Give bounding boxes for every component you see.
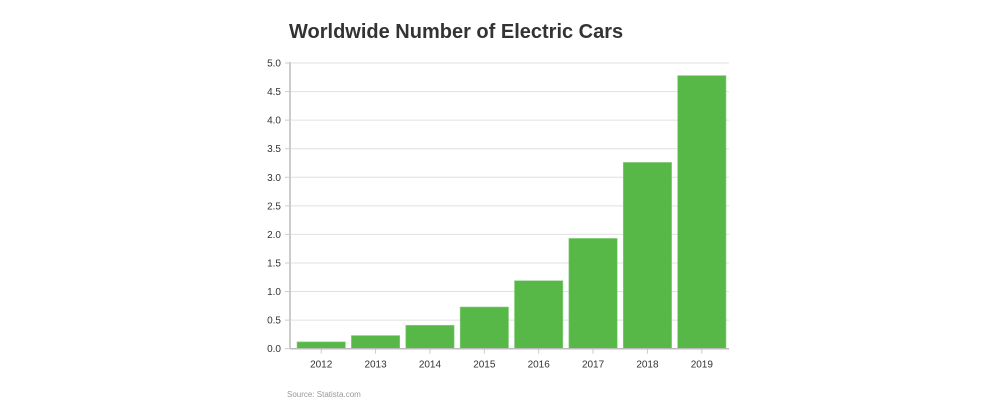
- bar-2017: [568, 238, 618, 349]
- y-tick-label: 1.0: [267, 287, 281, 298]
- x-tick-label: 2014: [419, 360, 442, 371]
- x-tick-label: 2017: [582, 360, 605, 371]
- y-tick-label: 4.0: [267, 116, 281, 127]
- y-tick-label: 0.5: [267, 316, 281, 327]
- bar-2016: [514, 280, 564, 349]
- bar-2013: [351, 335, 401, 350]
- y-tick-label: 3.5: [267, 144, 281, 155]
- y-tick-label: 1.5: [267, 258, 281, 269]
- x-tick-label: 2016: [528, 360, 551, 371]
- y-tick-label: 0.0: [267, 344, 281, 355]
- y-tick-label: 4.5: [267, 87, 281, 98]
- x-tick-label: 2015: [473, 360, 496, 371]
- y-tick-label: 2.5: [267, 201, 281, 212]
- x-tick-label: 2013: [364, 360, 387, 371]
- x-tick-label: 2012: [310, 360, 333, 371]
- bar-2019: [677, 75, 727, 350]
- chart-title: Worldwide Number of Electric Cars: [289, 21, 623, 43]
- y-tick-label: 3.0: [267, 173, 281, 184]
- bar-2014: [405, 324, 455, 350]
- bar-2018: [622, 162, 672, 349]
- bar-2015: [459, 306, 509, 349]
- x-tick-label: 2018: [636, 360, 659, 371]
- y-tick-label: 2.0: [267, 230, 281, 241]
- x-tick-label: 2019: [691, 360, 714, 371]
- y-tick-label: 5.0: [267, 59, 281, 70]
- source-note: Source: Statista.com: [287, 390, 361, 399]
- bar-2012: [296, 341, 346, 350]
